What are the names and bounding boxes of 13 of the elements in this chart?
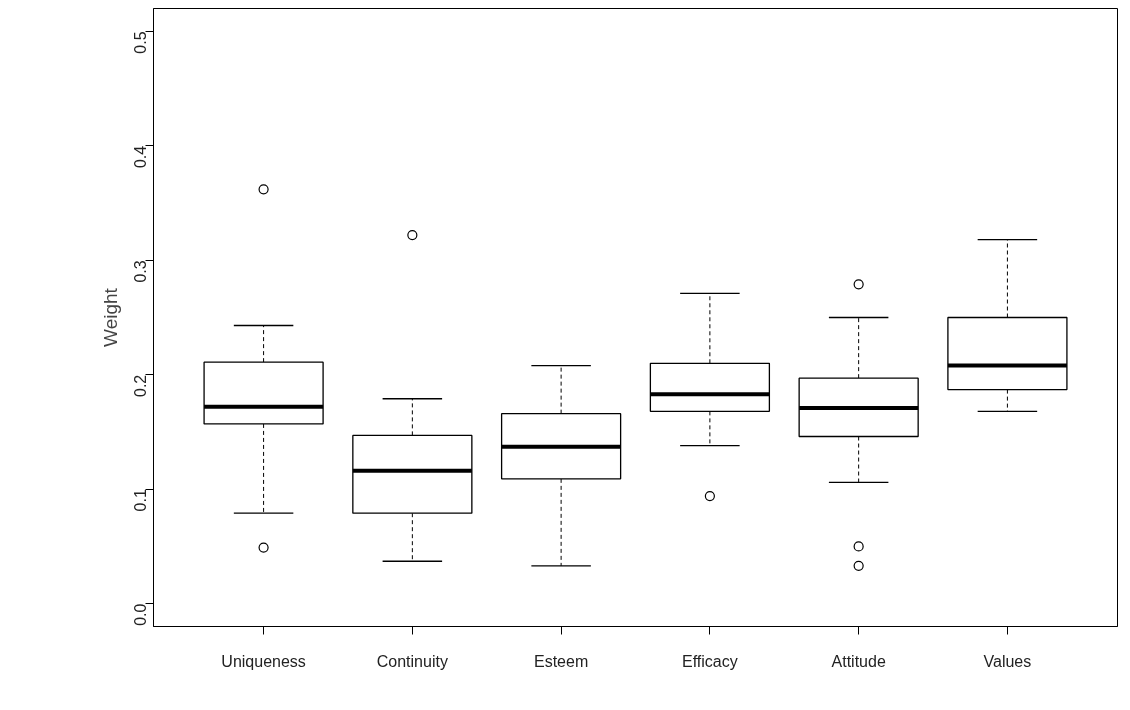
x-tick-label: Values: [983, 652, 1032, 670]
x-tick-label: Esteem: [534, 652, 589, 670]
y-tick-label: 0.1: [132, 489, 150, 512]
x-tick-label: Uniqueness: [221, 652, 306, 670]
y-tick-label: 0.4: [132, 145, 150, 169]
y-tick-label: 0.3: [132, 260, 150, 283]
y-tick-label: 0.2: [132, 374, 150, 397]
y-tick-label: 0.5: [132, 31, 150, 54]
x-tick-label: Continuity: [376, 652, 448, 670]
x-tick-label: Efficacy: [682, 652, 738, 670]
x-tick-label: Attitude: [831, 652, 886, 670]
y-tick-label: 0.0: [132, 603, 150, 626]
y-axis-title: Weight: [99, 287, 121, 347]
